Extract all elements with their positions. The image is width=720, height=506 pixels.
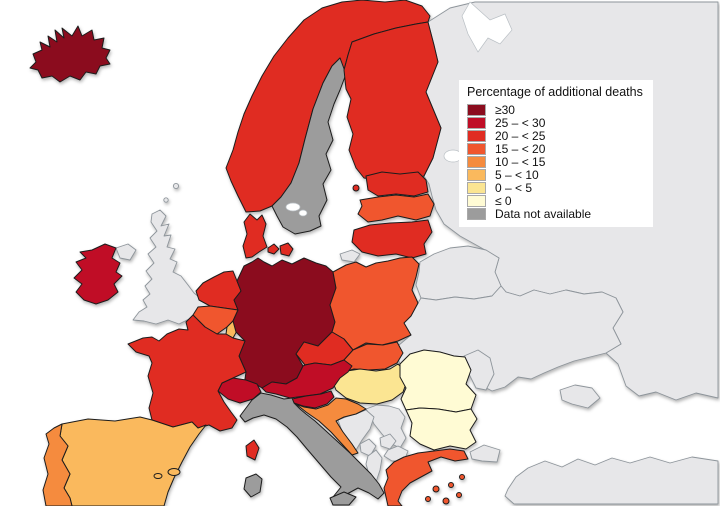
legend-swatch-15-20 (467, 142, 486, 155)
legend-row: Data not available (467, 206, 643, 221)
lake-vanern (285, 202, 301, 212)
country-spain-mallorca (167, 468, 181, 476)
legend-label: 15 – < 20 (495, 141, 546, 156)
country-kosovo (379, 433, 397, 450)
legend-swatch-5-10 (467, 168, 486, 181)
country-uk-shetland (172, 182, 180, 190)
country-greece (383, 448, 469, 506)
legend-row: 0 – < 5 (467, 180, 643, 195)
country-denmark-zealand (279, 242, 294, 257)
legend-swatch-10-15 (467, 155, 486, 168)
country-poland (329, 256, 420, 351)
legend-row: ≥30 (467, 102, 643, 117)
country-greece-island (456, 492, 462, 498)
country-greece-island (448, 482, 454, 488)
legend-swatch-0-5 (467, 181, 486, 194)
country-portugal (42, 423, 73, 506)
white-sea (461, 1, 513, 53)
reporting-countries (29, 0, 478, 506)
legend-label: 0 – < 5 (495, 180, 533, 195)
country-montenegro (359, 438, 377, 457)
country-spain (59, 416, 207, 506)
legend-swatch-25-30 (467, 116, 486, 129)
country-iceland (29, 25, 111, 83)
legend-row: 10 – < 15 (467, 154, 643, 169)
legend-label: Data not available (495, 206, 592, 221)
legend: Percentage of additional deaths ≥30 25 –… (459, 80, 653, 227)
country-ireland (73, 243, 123, 305)
legend-row: 25 – < 30 (467, 115, 643, 130)
lake-vattern (298, 209, 308, 217)
legend-label: 25 – < 30 (495, 115, 546, 130)
country-france-corsica (245, 439, 260, 461)
legend-row: 15 – < 20 (467, 141, 643, 156)
country-italy-sardinia (243, 473, 263, 498)
country-sweden (271, 57, 347, 235)
country-belarus (415, 245, 502, 301)
country-italy-sicily (329, 491, 357, 506)
country-estonia (365, 171, 429, 197)
legend-swatch-le0 (467, 194, 486, 207)
country-denmark (242, 213, 268, 259)
country-latvia (357, 193, 435, 223)
country-crimea (559, 384, 601, 409)
country-uk-orkney (163, 197, 169, 203)
legend-swatch-na (467, 207, 486, 220)
legend-swatch-20-25 (467, 129, 486, 142)
legend-row: 20 – < 25 (467, 128, 643, 143)
country-turkey-anatolia (504, 456, 719, 505)
country-greece-island (432, 485, 440, 493)
country-estonia-islands (352, 184, 360, 192)
legend-label: 20 – < 25 (495, 128, 546, 143)
country-romania (399, 349, 477, 413)
country-croatia (295, 397, 367, 456)
country-turkey-european (469, 444, 501, 463)
country-denmark-funen (267, 243, 280, 255)
country-spain-ibiza (153, 473, 163, 479)
country-greece-island (442, 497, 450, 505)
legend-label: ≥30 (495, 102, 515, 117)
country-bulgaria (405, 407, 478, 451)
country-lithuania (351, 219, 433, 259)
country-italy (239, 392, 385, 504)
legend-title: Percentage of additional deaths (467, 85, 643, 99)
country-kaliningrad (339, 249, 361, 263)
country-greece-island (459, 474, 465, 480)
country-ukraine (396, 285, 624, 392)
legend-row: 5 – < 10 (467, 167, 643, 182)
legend-label: 5 – < 10 (495, 167, 539, 182)
country-northern-ireland (115, 243, 137, 261)
legend-label: 10 – < 15 (495, 154, 546, 169)
country-greece-island (425, 496, 431, 502)
legend-label: ≤ 0 (495, 193, 512, 208)
country-finland (343, 21, 442, 183)
legend-swatch-ge30 (467, 103, 486, 116)
legend-row: ≤ 0 (467, 193, 643, 208)
country-serbia (365, 404, 407, 449)
